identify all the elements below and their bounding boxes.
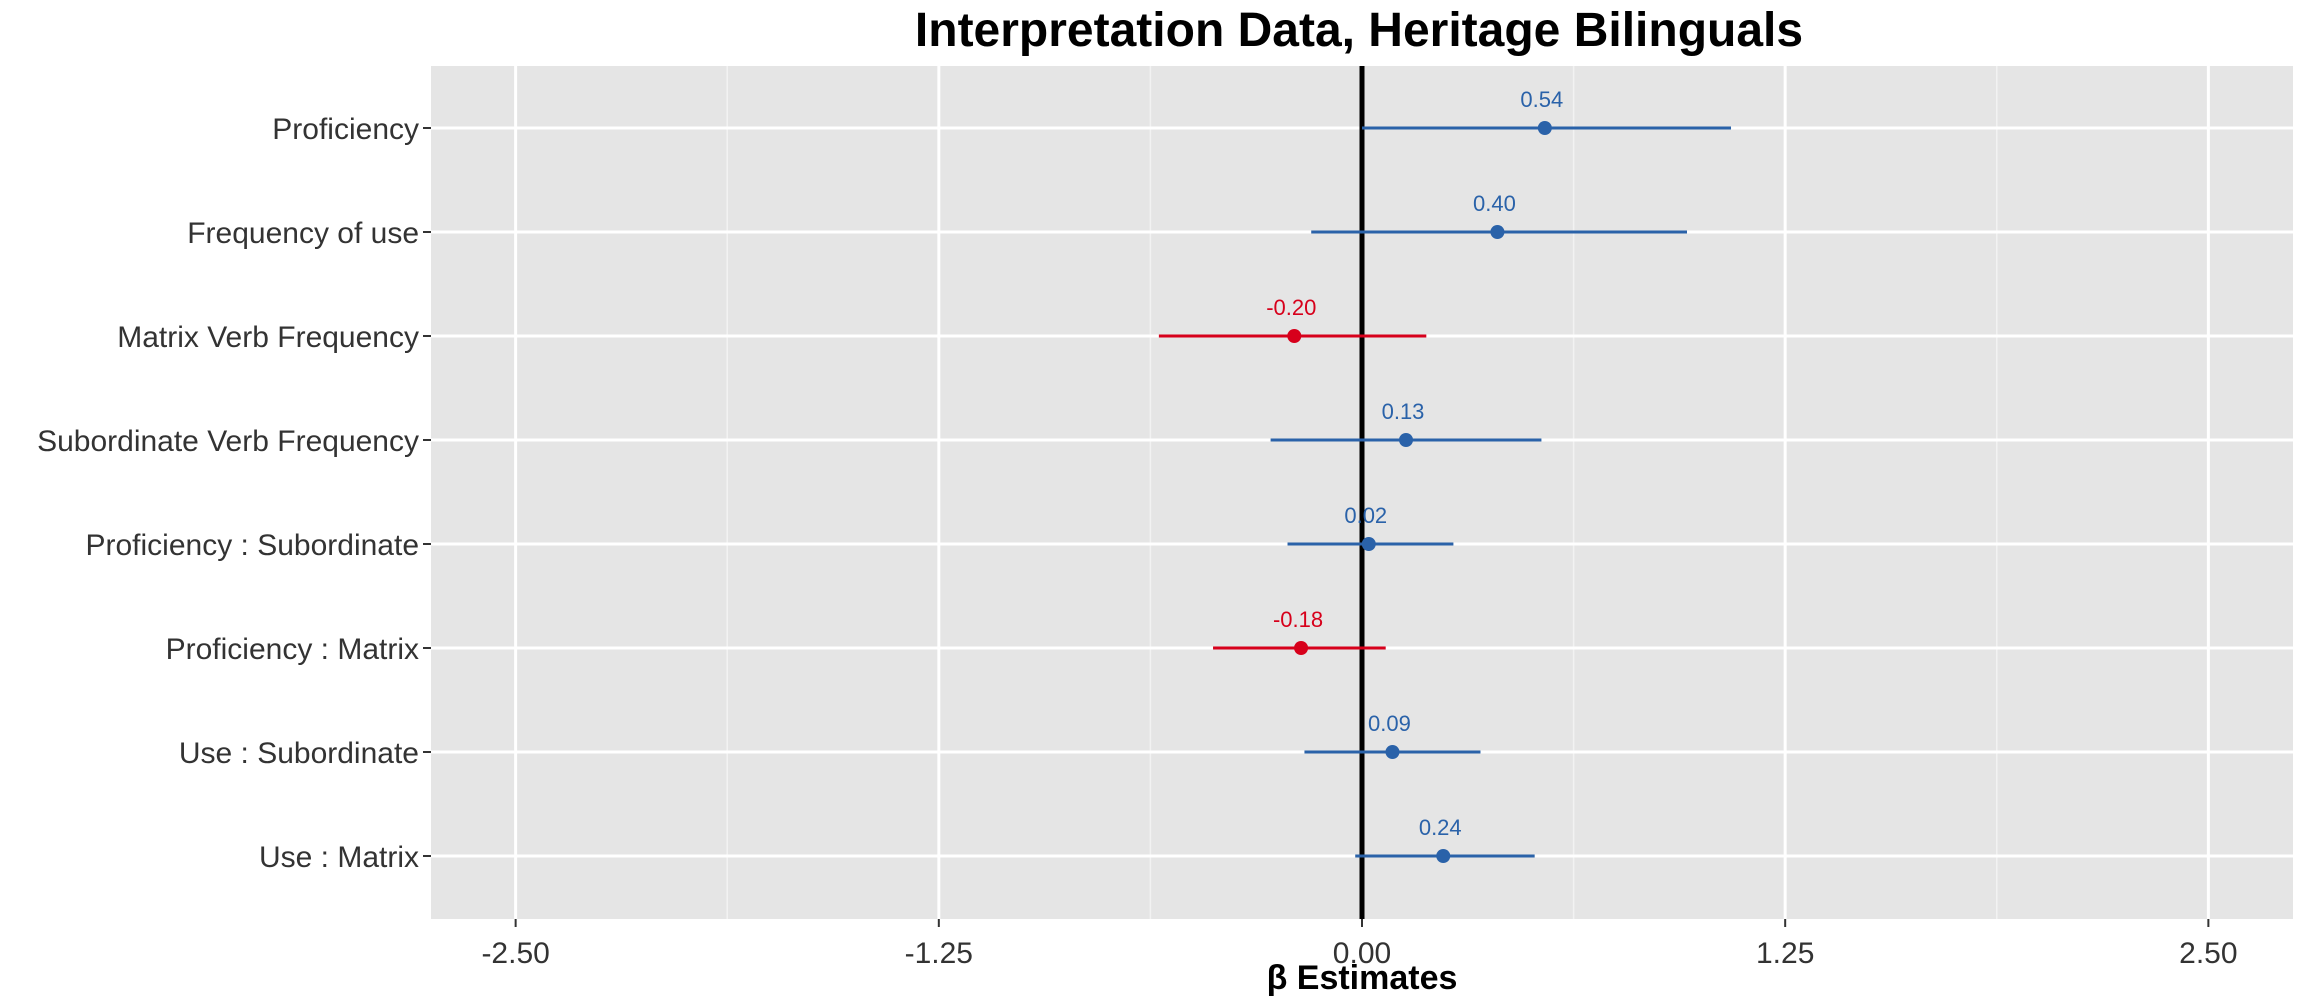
estimate-label: -0.20	[1266, 295, 1316, 320]
y-tick-label: Proficiency : Subordinate	[85, 529, 419, 562]
y-tick-label: Frequency of use	[187, 217, 419, 250]
y-axis: Proficiency Frequency of use Matrix Verb F…	[37, 113, 431, 874]
y-tick-label: Use : Matrix	[259, 841, 419, 874]
estimate-point	[1294, 641, 1309, 655]
y-tick-label: Proficiency	[272, 113, 419, 146]
estimate-label: 0.24	[1419, 815, 1462, 840]
estimate-label: -0.18	[1273, 607, 1323, 632]
estimate-label: 0.40	[1473, 191, 1516, 216]
estimate-point	[1399, 433, 1414, 447]
x-axis-title: β Estimates	[1267, 959, 1458, 997]
estimate-point	[1361, 537, 1376, 551]
estimate-point	[1490, 225, 1505, 239]
x-tick-label: -2.50	[481, 937, 549, 970]
estimate-point	[1287, 329, 1302, 343]
estimate-point	[1385, 745, 1400, 759]
estimate-label: 0.13	[1382, 399, 1425, 424]
estimate-marks: 0.54 0.40 -0.20 0.13 0.02 -0.18 0.09 0.24	[1158, 87, 1732, 863]
x-tick-label: -1.25	[905, 937, 973, 970]
x-axis: -2.50 -1.25 0.00 1.25 2.50	[481, 919, 2238, 970]
minor-gridlines	[726, 66, 1998, 919]
chart-title: Interpretation Data, Heritage Bilinguals	[915, 4, 1803, 57]
estimate-point	[1537, 121, 1552, 135]
x-tick-label: 2.50	[2179, 937, 2237, 970]
y-tick-label: Use : Subordinate	[179, 737, 419, 770]
y-tick-label: Proficiency : Matrix	[166, 633, 419, 666]
x-tick-label: 1.25	[1756, 937, 1814, 970]
y-tick-label: Subordinate Verb Frequency	[37, 425, 419, 458]
estimate-label: 0.54	[1520, 87, 1563, 112]
y-tick-label: Matrix Verb Frequency	[117, 321, 419, 354]
estimate-point	[1436, 849, 1451, 863]
x-tick-label: 0.00	[1333, 937, 1391, 970]
estimate-label: 0.02	[1344, 503, 1387, 528]
estimate-label: 0.09	[1368, 711, 1411, 736]
